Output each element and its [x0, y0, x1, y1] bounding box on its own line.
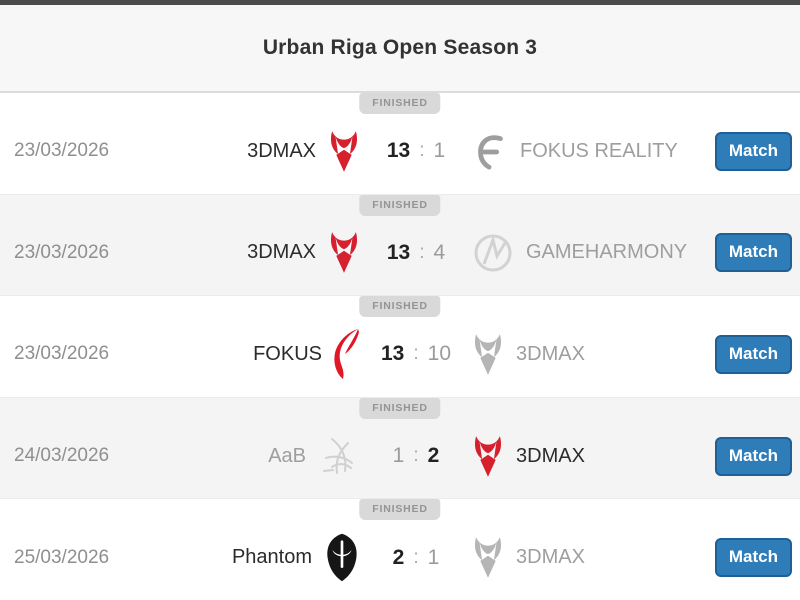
- score-separator: :: [413, 546, 419, 568]
- 3dmax-red-devil-logo-icon: [327, 130, 361, 173]
- tournament-title: Urban Riga Open Season 3: [262, 36, 538, 59]
- match-date: 25/03/2026: [14, 546, 110, 568]
- match-date: 23/03/2026: [14, 343, 110, 365]
- score-cell: 1 : 2: [361, 444, 471, 468]
- team2-cell: 3DMAX: [471, 435, 706, 478]
- match-row: FINISHED 23/03/2026 3DMAX 13 : 1: [0, 93, 800, 194]
- status-badge: FINISHED: [359, 194, 441, 216]
- status-badge: FINISHED: [359, 397, 441, 419]
- team2-score: 1: [433, 139, 446, 163]
- team1-name: 3DMAX: [247, 139, 316, 162]
- 3dmax-red-devil-logo-icon: [471, 435, 505, 478]
- match-button[interactable]: Match: [714, 538, 792, 578]
- match-row: FINISHED 25/03/2026 Phantom 2 : 1: [0, 498, 800, 600]
- team2-name: FOKUS REALITY: [520, 139, 678, 162]
- team1-score: 2: [392, 545, 405, 569]
- match-row: FINISHED 23/03/2026 FOKUS 13 : 10: [0, 295, 800, 397]
- team2-score: 10: [427, 342, 451, 366]
- match-button[interactable]: Match: [714, 436, 792, 476]
- match-rows: FINISHED 23/03/2026 3DMAX 13 : 1: [0, 93, 800, 600]
- team1-cell: 3DMAX: [126, 231, 361, 274]
- match-date: 23/03/2026: [14, 241, 110, 263]
- team1-name: Phantom: [231, 546, 312, 569]
- team2-name: 3DMAX: [516, 444, 585, 467]
- team1-name: 3DMAX: [247, 241, 316, 264]
- score-cell: 2 : 1: [361, 546, 471, 570]
- score-separator: :: [413, 445, 419, 467]
- status-badge: FINISHED: [359, 296, 441, 318]
- match-row: FINISHED 24/03/2026 AaB 1 : 2: [0, 396, 800, 499]
- team2-score: 2: [427, 444, 440, 468]
- team1-cell: 3DMAX: [126, 130, 361, 173]
- match-button[interactable]: Match: [714, 233, 792, 273]
- team2-cell: FOKUS REALITY: [471, 132, 706, 170]
- fokus-reality-logo-icon: [471, 132, 509, 170]
- 3dmax-gray-devil-logo-icon: [471, 536, 505, 579]
- fokus-red-flame-logo-icon: [333, 328, 361, 380]
- team1-score: 13: [381, 342, 405, 366]
- team1-cell: FOKUS: [126, 328, 361, 380]
- team2-score: 1: [427, 545, 440, 569]
- panel-header: Urban Riga Open Season 3: [0, 5, 800, 93]
- team1-score: 13: [386, 240, 411, 264]
- match-row: FINISHED 23/03/2026 3DMAX 13 : 4: [0, 193, 800, 296]
- team1-score: 1: [392, 444, 405, 468]
- 3dmax-gray-devil-logo-icon: [471, 333, 505, 376]
- aab-sketch-logo-icon: [317, 434, 361, 478]
- match-button[interactable]: Match: [714, 334, 792, 374]
- score-cell: 13 : 10: [361, 342, 471, 366]
- match-date: 24/03/2026: [14, 445, 110, 467]
- status-badge: FINISHED: [359, 499, 441, 521]
- team1-name: FOKUS: [253, 342, 322, 365]
- team2-cell: 3DMAX: [471, 536, 706, 579]
- match-button[interactable]: Match: [714, 131, 792, 171]
- match-date: 23/03/2026: [14, 140, 110, 162]
- team1-cell: AaB: [126, 434, 361, 478]
- team2-score: 4: [433, 240, 446, 264]
- score-separator: :: [419, 241, 425, 263]
- score-cell: 13 : 1: [361, 139, 471, 163]
- score-separator: :: [419, 140, 425, 162]
- team2-name: 3DMAX: [516, 342, 585, 365]
- score-separator: :: [413, 343, 419, 365]
- gameharmony-logo-icon: [471, 231, 515, 275]
- team2-name: 3DMAX: [516, 546, 585, 569]
- team1-name: AaB: [268, 444, 306, 467]
- team1-score: 13: [386, 139, 411, 163]
- phantom-helmet-logo-icon: [323, 532, 361, 583]
- score-cell: 13 : 4: [361, 241, 471, 265]
- team2-cell: 3DMAX: [471, 333, 706, 376]
- team1-cell: Phantom: [126, 532, 361, 583]
- status-badge: FINISHED: [359, 93, 441, 114]
- 3dmax-red-devil-logo-icon: [327, 231, 361, 274]
- team2-name: GAMEHARMONY: [526, 241, 688, 264]
- team2-cell: GAMEHARMONY: [471, 231, 706, 275]
